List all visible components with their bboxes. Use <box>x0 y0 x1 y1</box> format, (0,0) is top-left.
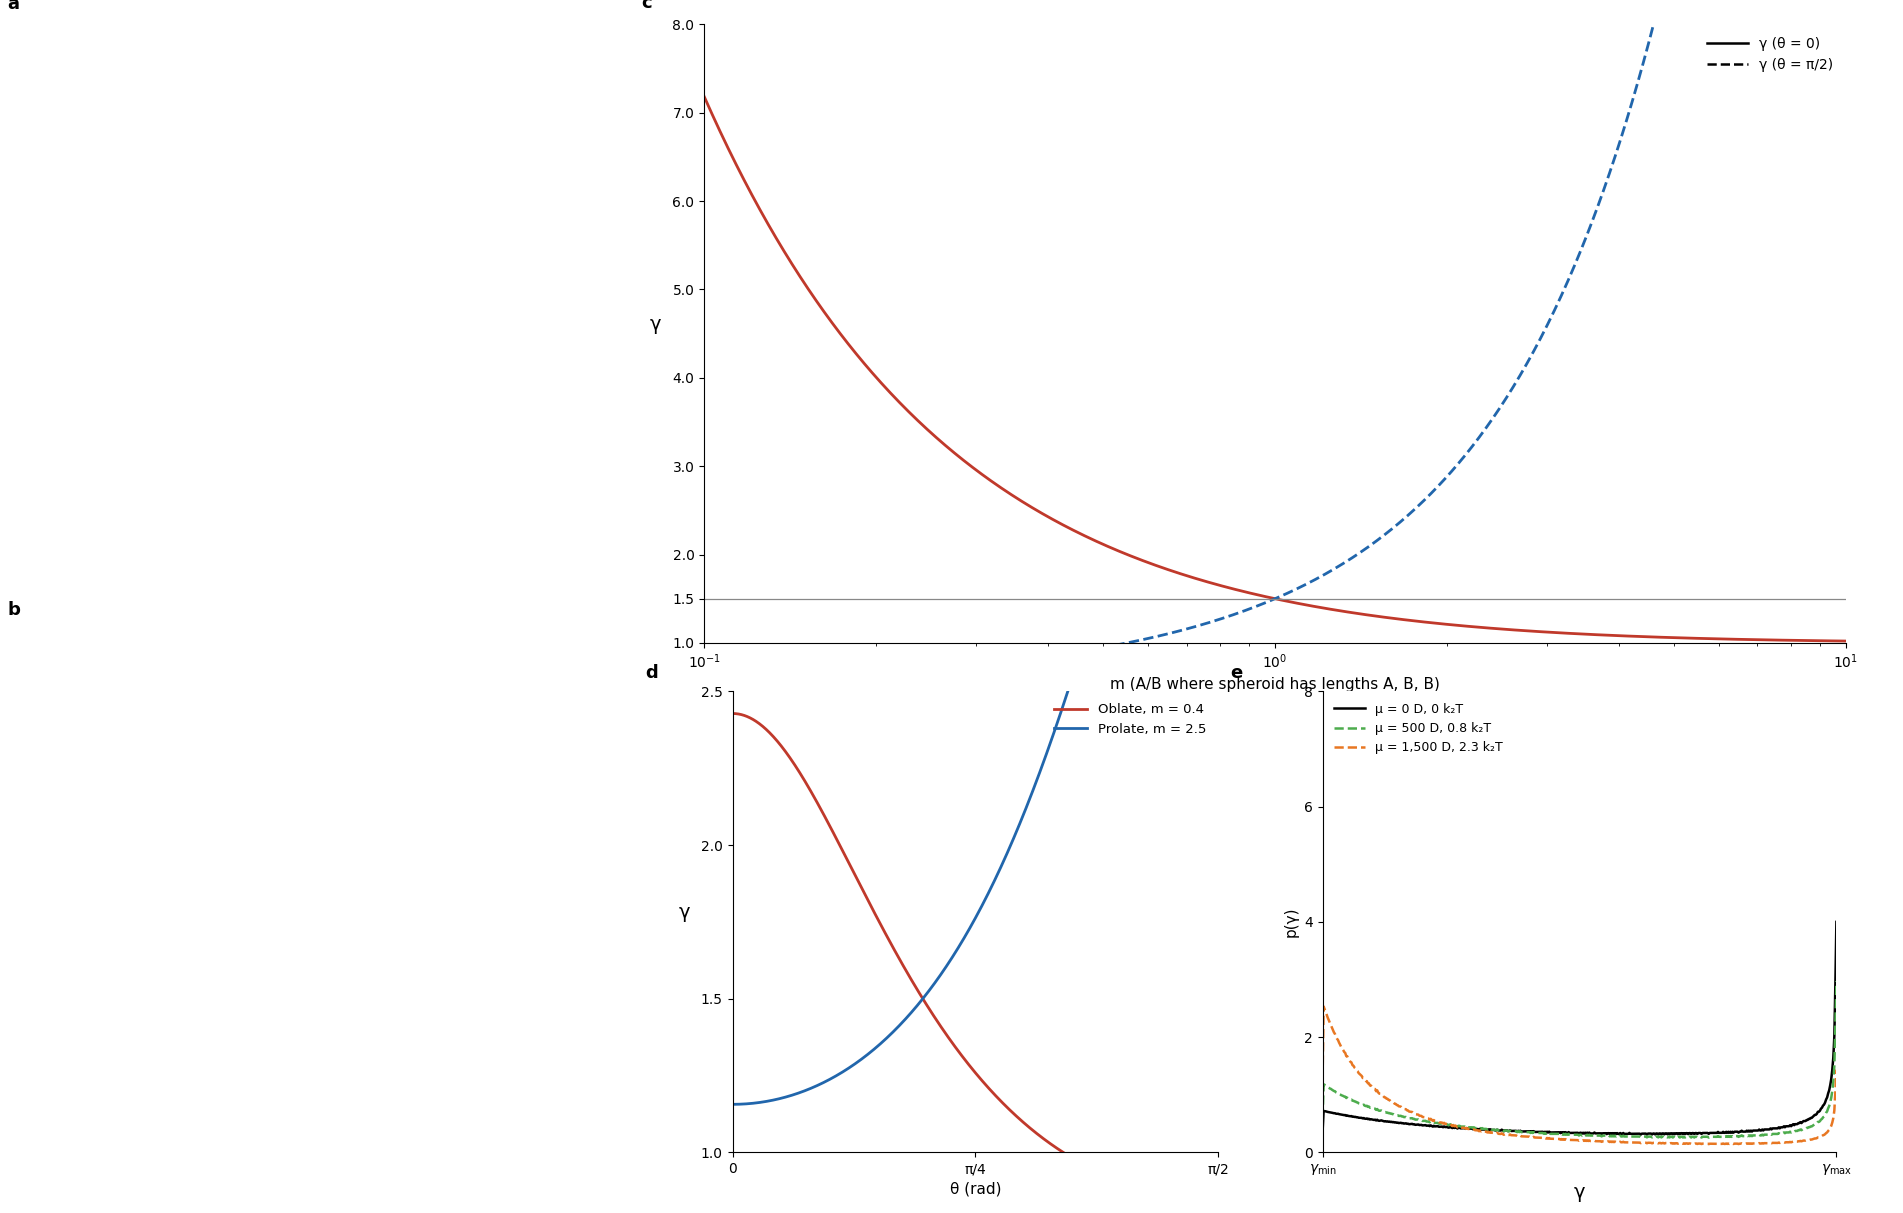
μ = 1,500 D, 2.3 k₂T <box>1815 1126 1838 1140</box>
μ = 0 D, 0 k₂T <box>1589 1126 1612 1140</box>
μ = 0 D, 0 k₂T <box>1825 915 1848 929</box>
μ = 0 D, 0 k₂T <box>1555 1126 1578 1140</box>
μ = 500 D, 0.8 k₂T <box>1555 1127 1578 1141</box>
Legend: μ = 0 D, 0 k₂T, μ = 500 D, 0.8 k₂T, μ = 1,500 D, 2.3 k₂T: μ = 0 D, 0 k₂T, μ = 500 D, 0.8 k₂T, μ = … <box>1328 697 1507 759</box>
μ = 1,500 D, 2.3 k₂T <box>1313 1000 1336 1014</box>
μ = 500 D, 0.8 k₂T <box>1825 974 1848 989</box>
Line: μ = 500 D, 0.8 k₂T: μ = 500 D, 0.8 k₂T <box>1323 981 1836 1138</box>
Prolate, m = 2.5 <box>917 984 940 998</box>
Line: μ = 1,500 D, 2.3 k₂T: μ = 1,500 D, 2.3 k₂T <box>1323 1007 1836 1144</box>
Prolate, m = 2.5 <box>1100 545 1123 559</box>
X-axis label: θ (rad): θ (rad) <box>950 1181 1001 1197</box>
μ = 0 D, 0 k₂T <box>1629 1127 1652 1141</box>
Prolate, m = 2.5 <box>721 1097 744 1111</box>
X-axis label: m (A/B where spheroid has lengths A, B, B): m (A/B where spheroid has lengths A, B, … <box>1109 677 1441 691</box>
μ = 1,500 D, 2.3 k₂T <box>1559 1133 1581 1147</box>
μ = 500 D, 0.8 k₂T <box>1814 1107 1836 1122</box>
Legend: Oblate, m = 0.4, Prolate, m = 2.5: Oblate, m = 0.4, Prolate, m = 2.5 <box>1049 697 1212 741</box>
Y-axis label: p(γ): p(γ) <box>1283 906 1298 938</box>
Oblate, m = 0.4 <box>934 1027 957 1042</box>
Legend: γ (θ = 0), γ (θ = π/2): γ (θ = 0), γ (θ = π/2) <box>1701 32 1838 78</box>
μ = 0 D, 0 k₂T <box>1814 1095 1836 1110</box>
Line: Oblate, m = 0.4: Oblate, m = 0.4 <box>733 713 1218 1198</box>
μ = 0 D, 0 k₂T <box>1559 1126 1581 1140</box>
μ = 1,500 D, 2.3 k₂T <box>1734 1137 1756 1151</box>
Y-axis label: γ: γ <box>679 902 691 922</box>
Oblate, m = 0.4 <box>721 706 744 721</box>
μ = 500 D, 0.8 k₂T <box>1734 1129 1756 1144</box>
μ = 1,500 D, 2.3 k₂T <box>1557 1133 1579 1147</box>
μ = 1,500 D, 2.3 k₂T <box>1618 1134 1640 1149</box>
Text: d: d <box>645 665 658 682</box>
μ = 0 D, 0 k₂T <box>1734 1124 1756 1139</box>
μ = 1,500 D, 2.3 k₂T <box>1825 1063 1848 1077</box>
μ = 500 D, 0.8 k₂T <box>1618 1129 1640 1144</box>
Line: μ = 0 D, 0 k₂T: μ = 0 D, 0 k₂T <box>1323 922 1836 1134</box>
Prolate, m = 2.5 <box>1054 690 1077 705</box>
Oblate, m = 0.4 <box>1100 1171 1123 1185</box>
Oblate, m = 0.4 <box>771 740 794 754</box>
Text: a: a <box>8 0 19 13</box>
Oblate, m = 0.4 <box>1054 1146 1077 1161</box>
Prolate, m = 2.5 <box>1207 315 1229 330</box>
Text: e: e <box>1229 665 1243 682</box>
Y-axis label: γ: γ <box>651 314 662 334</box>
X-axis label: γ: γ <box>1574 1183 1585 1202</box>
Line: Prolate, m = 2.5: Prolate, m = 2.5 <box>733 323 1218 1104</box>
μ = 1,500 D, 2.3 k₂T <box>1697 1137 1720 1151</box>
Text: b: b <box>8 602 19 620</box>
μ = 500 D, 0.8 k₂T <box>1559 1127 1581 1141</box>
Text: c: c <box>641 0 653 12</box>
μ = 0 D, 0 k₂T <box>1618 1127 1640 1141</box>
μ = 1,500 D, 2.3 k₂T <box>1311 1071 1334 1086</box>
μ = 500 D, 0.8 k₂T <box>1697 1131 1720 1145</box>
Prolate, m = 2.5 <box>1108 517 1130 531</box>
μ = 500 D, 0.8 k₂T <box>1589 1128 1612 1143</box>
μ = 500 D, 0.8 k₂T <box>1311 1111 1334 1126</box>
Prolate, m = 2.5 <box>771 1090 794 1105</box>
μ = 0 D, 0 k₂T <box>1311 1124 1334 1139</box>
Oblate, m = 0.4 <box>1108 1173 1130 1188</box>
μ = 1,500 D, 2.3 k₂T <box>1591 1134 1614 1149</box>
Oblate, m = 0.4 <box>1207 1191 1229 1206</box>
Oblate, m = 0.4 <box>917 1001 940 1015</box>
Prolate, m = 2.5 <box>934 959 957 974</box>
